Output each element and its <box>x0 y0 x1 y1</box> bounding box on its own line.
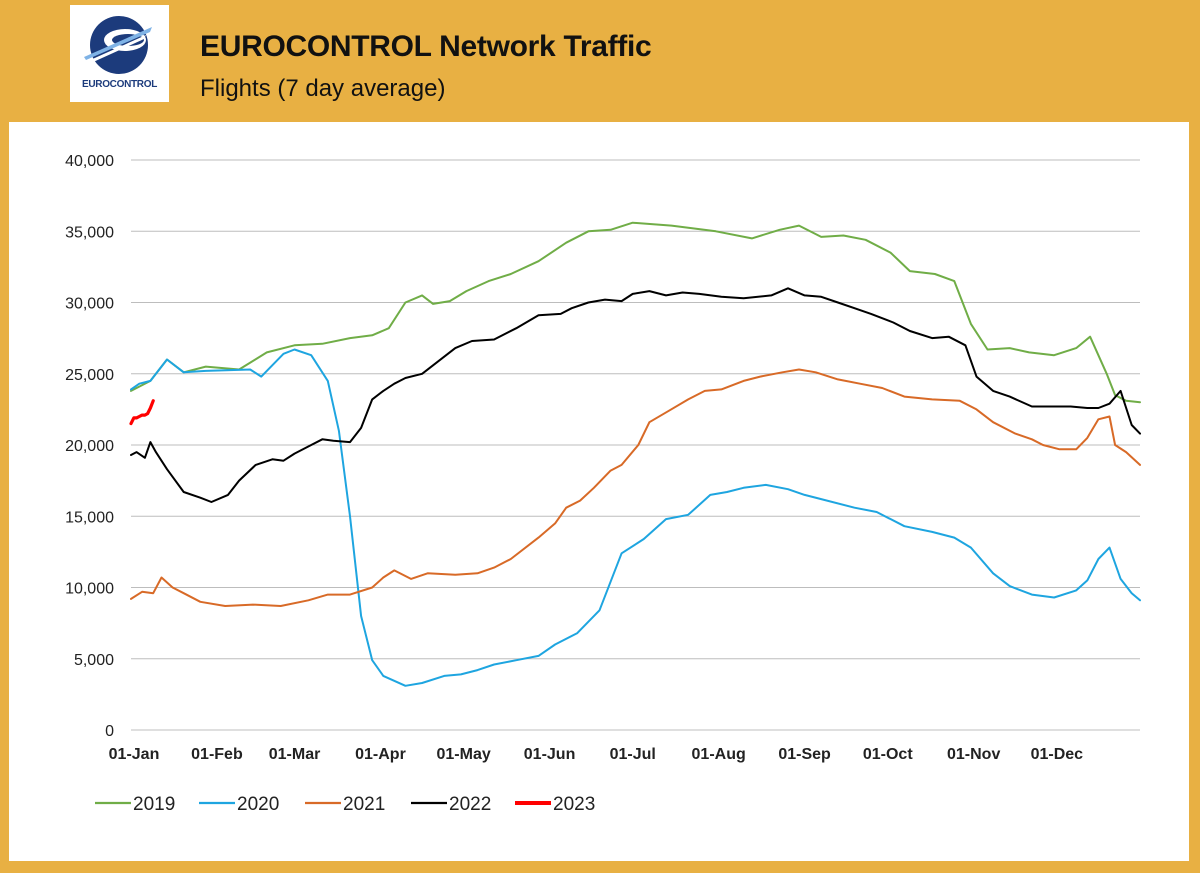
legend-item-2022: 2022 <box>411 794 491 815</box>
gridlines <box>131 159 1140 731</box>
x-tick-label: 01-May <box>437 746 491 763</box>
series-lines <box>129 221 1141 687</box>
header: EUROCONTROL EUROCONTROL Network Traffic … <box>0 0 1200 122</box>
line-chart: 0 5,000 10,000 15,000 20,000 25,000 30,000 35,0… <box>65 153 1141 815</box>
x-tick-label: 01-Oct <box>863 746 913 763</box>
y-tick-label: 20,000 <box>65 438 114 455</box>
legend-label: 2022 <box>449 794 491 815</box>
legend-item-2020: 2020 <box>199 794 279 815</box>
series-line-2019 <box>130 221 1141 404</box>
page-subtitle: Flights (7 day average) <box>200 75 446 102</box>
y-tick-label: 30,000 <box>65 296 114 313</box>
x-tick-label: 01-Nov <box>947 746 1000 763</box>
legend-label: 2021 <box>343 794 385 815</box>
legend: 2019 2020 2021 2022 2023 <box>95 794 595 815</box>
y-tick-label: 15,000 <box>65 509 114 526</box>
y-tick-label: 40,000 <box>65 153 114 170</box>
logo-text: EUROCONTROL <box>81 79 158 90</box>
legend-item-2023: 2023 <box>515 794 595 815</box>
x-tick-label: 01-Feb <box>191 746 243 763</box>
legend-label: 2019 <box>133 794 175 815</box>
x-tick-label: 01-Mar <box>269 746 321 763</box>
x-tick-label: 01-Apr <box>355 746 406 763</box>
legend-item-2021: 2021 <box>305 794 385 815</box>
x-tick-label: 01-Jul <box>610 746 656 763</box>
x-axis-ticks: 01-Jan 01-Feb 01-Mar 01-Apr 01-May 01-Jun 01-J… <box>109 746 1084 763</box>
y-tick-label: 35,000 <box>65 224 114 241</box>
series-line-2021 <box>130 368 1141 607</box>
chart-panel: 0 5,000 10,000 15,000 20,000 25,000 30,000 35,0… <box>9 122 1189 861</box>
x-tick-label: 01-Aug <box>692 746 746 763</box>
y-axis-ticks: 0 5,000 10,000 15,000 20,000 25,000 30,000 35,0… <box>65 153 114 740</box>
legend-label: 2020 <box>237 794 279 815</box>
x-tick-label: 01-Dec <box>1031 746 1084 763</box>
series-line-2022 <box>130 287 1141 503</box>
series-line-2023 <box>129 399 155 426</box>
eurocontrol-logo: EUROCONTROL <box>70 5 169 102</box>
x-tick-label: 01-Jan <box>109 746 160 763</box>
eurocontrol-emblem-icon <box>84 16 152 74</box>
x-tick-label: 01-Sep <box>778 746 831 763</box>
x-tick-label: 01-Jun <box>524 746 576 763</box>
y-tick-label: 5,000 <box>74 652 114 669</box>
legend-label: 2023 <box>553 794 595 815</box>
legend-item-2019: 2019 <box>95 794 175 815</box>
y-tick-label: 0 <box>105 723 114 740</box>
y-tick-label: 25,000 <box>65 367 114 384</box>
series-line-2020 <box>130 348 1141 687</box>
page-title: EUROCONTROL Network Traffic <box>200 30 652 63</box>
y-tick-label: 10,000 <box>65 581 114 598</box>
